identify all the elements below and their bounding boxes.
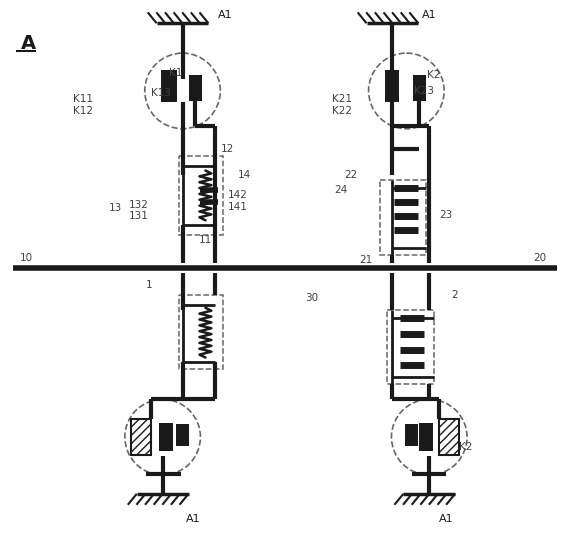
Bar <box>413 75 426 101</box>
Text: 10: 10 <box>19 253 33 263</box>
Text: 20: 20 <box>534 253 547 263</box>
Bar <box>388 310 434 384</box>
Text: 142: 142 <box>228 190 248 201</box>
Text: K22: K22 <box>332 106 352 116</box>
Bar <box>419 423 433 451</box>
Text: K2: K2 <box>427 70 441 80</box>
Text: A1: A1 <box>423 10 437 20</box>
Text: 21: 21 <box>360 255 373 265</box>
Text: K12: K12 <box>73 106 93 116</box>
Bar <box>380 180 427 255</box>
Text: 132: 132 <box>129 200 148 210</box>
Bar <box>179 295 223 370</box>
Text: 141: 141 <box>228 202 248 212</box>
Text: K2: K2 <box>459 442 472 452</box>
Text: 131: 131 <box>129 211 148 221</box>
Text: 24: 24 <box>335 186 348 195</box>
Text: 23: 23 <box>439 210 452 220</box>
Bar <box>131 419 151 455</box>
Text: K21: K21 <box>332 94 352 104</box>
Text: 30: 30 <box>305 293 318 303</box>
Bar <box>179 156 223 235</box>
Text: A1: A1 <box>186 514 200 524</box>
Bar <box>385 70 399 102</box>
Text: 12: 12 <box>220 143 234 154</box>
Text: 2: 2 <box>451 290 458 300</box>
Bar <box>189 75 202 101</box>
Bar <box>405 424 418 446</box>
Text: 22: 22 <box>345 171 358 180</box>
Text: K23: K23 <box>415 86 435 96</box>
Bar <box>160 70 176 102</box>
Text: K1: K1 <box>168 68 182 78</box>
Text: 13: 13 <box>109 203 122 213</box>
Text: A1: A1 <box>439 514 454 524</box>
Bar <box>159 423 172 451</box>
Text: 11: 11 <box>199 235 212 245</box>
Text: K11: K11 <box>73 94 93 104</box>
Text: 14: 14 <box>238 171 251 180</box>
Text: K13: K13 <box>151 88 171 98</box>
Text: A1: A1 <box>218 10 233 20</box>
Text: A: A <box>21 34 37 52</box>
Bar <box>176 424 189 446</box>
Bar <box>439 419 459 455</box>
Text: 1: 1 <box>146 280 152 290</box>
